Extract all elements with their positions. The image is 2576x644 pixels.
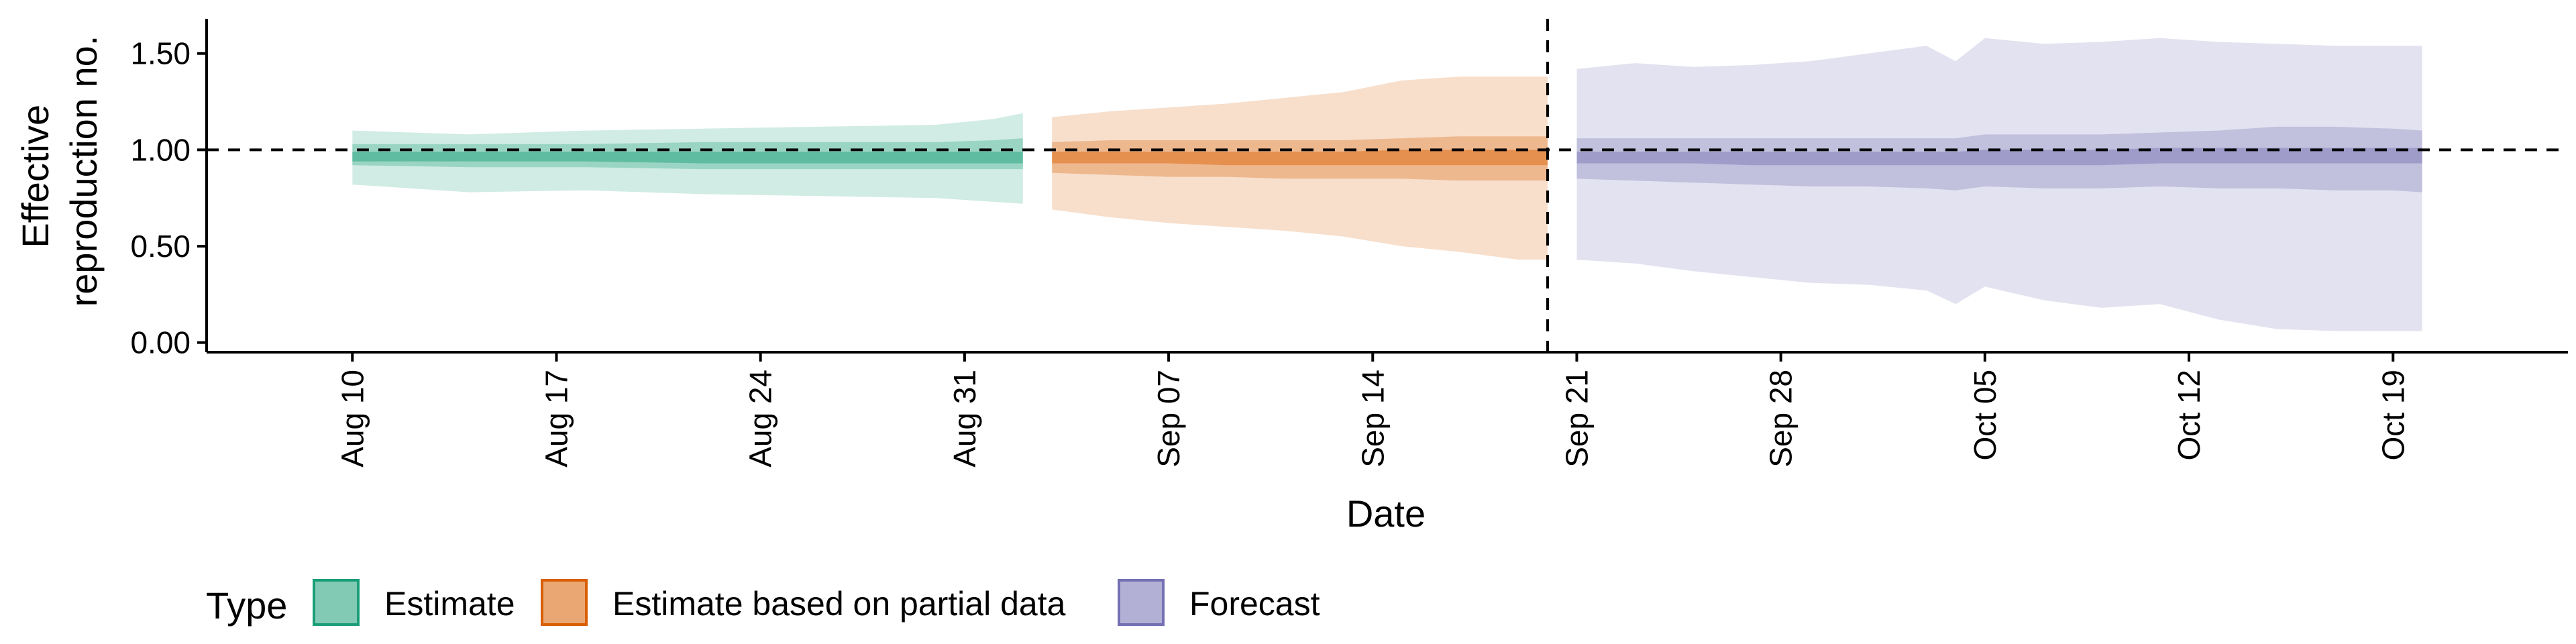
legend-label-2: Estimate based on partial data <box>612 585 1066 623</box>
legend-label-3: Forecast <box>1189 585 1320 623</box>
ribbon-1-ci20 <box>352 152 1023 164</box>
x-tick-label: Aug 10 <box>335 370 370 468</box>
y-axis-title-line-2: reproduction no. <box>62 36 105 307</box>
legend: Type Estimate Estimate based on partial d… <box>206 579 1320 627</box>
y-tick-label: 1.50 <box>130 36 191 71</box>
legend-label-1: Estimate <box>384 585 515 623</box>
x-tick-label: Oct 05 <box>1968 370 2002 461</box>
x-tick-label: Sep 14 <box>1355 370 1390 468</box>
ribbon-layer <box>352 38 2422 331</box>
x-tick-label: Sep 21 <box>1560 370 1595 468</box>
legend-items: Estimate Estimate based on partial data Fo… <box>313 579 1320 626</box>
x-tick-label: Sep 28 <box>1764 370 1799 468</box>
x-axis-title: Date <box>1346 492 1426 535</box>
ribbon-2-ci20 <box>1052 150 1548 166</box>
legend-key-3 <box>1118 579 1165 626</box>
ribbon-3-ci20 <box>1576 148 2422 166</box>
y-axis-ticks: 0.00 0.50 1.00 1.50 <box>130 36 207 360</box>
x-axis-ticks: Aug 10 Aug 17 Aug 24 Aug 31 Sep 07 Sep 14 Sep … <box>335 352 2410 468</box>
legend-key-2 <box>541 579 588 626</box>
ribbon-2-ci50 <box>1052 136 1548 181</box>
legend-key-1 <box>313 579 360 626</box>
y-axis-title-line-1: Effective <box>14 105 56 248</box>
y-tick-label: 0.00 <box>130 325 191 360</box>
ribbon-3-ci50 <box>1576 126 2422 193</box>
y-tick-label: 1.00 <box>130 132 191 167</box>
x-tick-label: Sep 07 <box>1151 370 1186 468</box>
y-tick-label: 0.50 <box>130 229 191 264</box>
legend-title: Type <box>206 584 287 627</box>
x-tick-label: Aug 17 <box>539 370 574 468</box>
x-tick-label: Oct 19 <box>2375 370 2410 461</box>
ribbon-2-ci90 <box>1052 76 1548 260</box>
x-tick-label: Aug 24 <box>743 370 778 468</box>
x-tick-label: Oct 12 <box>2171 370 2206 461</box>
ribbon-1-ci90 <box>352 113 1023 204</box>
x-tick-label: Aug 31 <box>947 370 982 468</box>
ribbon-3-ci90 <box>1576 38 2422 331</box>
ribbon-1-ci50 <box>352 138 1023 170</box>
y-axis-title: Effective reproduction no. <box>14 36 105 307</box>
